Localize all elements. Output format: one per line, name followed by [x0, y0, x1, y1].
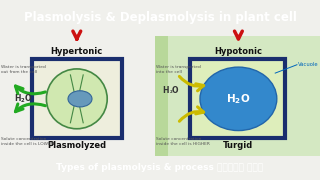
Text: $\mathbf{H_2O}$: $\mathbf{H_2O}$ — [14, 93, 32, 105]
Text: Water is transported
out from the cell: Water is transported out from the cell — [1, 65, 45, 74]
Text: Hypertonic: Hypertonic — [51, 47, 103, 56]
Ellipse shape — [68, 91, 92, 107]
Text: Plasmolyzed: Plasmolyzed — [47, 141, 106, 150]
Text: $\mathbf{_2}$: $\mathbf{_2}$ — [169, 89, 173, 96]
Text: Plasmolysis & Deplasmolysis in plant cell: Plasmolysis & Deplasmolysis in plant cel… — [24, 12, 296, 24]
Text: $\mathbf{O}$: $\mathbf{O}$ — [171, 84, 180, 95]
Text: Hypotonic: Hypotonic — [214, 47, 262, 56]
Ellipse shape — [200, 67, 277, 130]
Bar — [155, 36, 320, 156]
Text: Solute concentration
inside the cell is LOWER: Solute concentration inside the cell is … — [1, 137, 53, 146]
Polygon shape — [155, 36, 168, 156]
Ellipse shape — [46, 69, 107, 129]
Text: Water is transported
into the cell: Water is transported into the cell — [156, 65, 201, 74]
Text: Vacuole: Vacuole — [298, 62, 318, 67]
Text: Types of plasmolysis & process हिंदी में: Types of plasmolysis & process हिंदी में — [56, 163, 264, 172]
Text: $\mathbf{H}$: $\mathbf{H}$ — [162, 84, 170, 95]
FancyBboxPatch shape — [190, 59, 285, 138]
Text: $\mathbf{H_2O}$: $\mathbf{H_2O}$ — [226, 92, 251, 106]
Text: Turgid: Turgid — [223, 141, 253, 150]
Text: Solute concentration
inside the cell is HIGHER: Solute concentration inside the cell is … — [156, 137, 210, 146]
FancyBboxPatch shape — [32, 59, 122, 138]
